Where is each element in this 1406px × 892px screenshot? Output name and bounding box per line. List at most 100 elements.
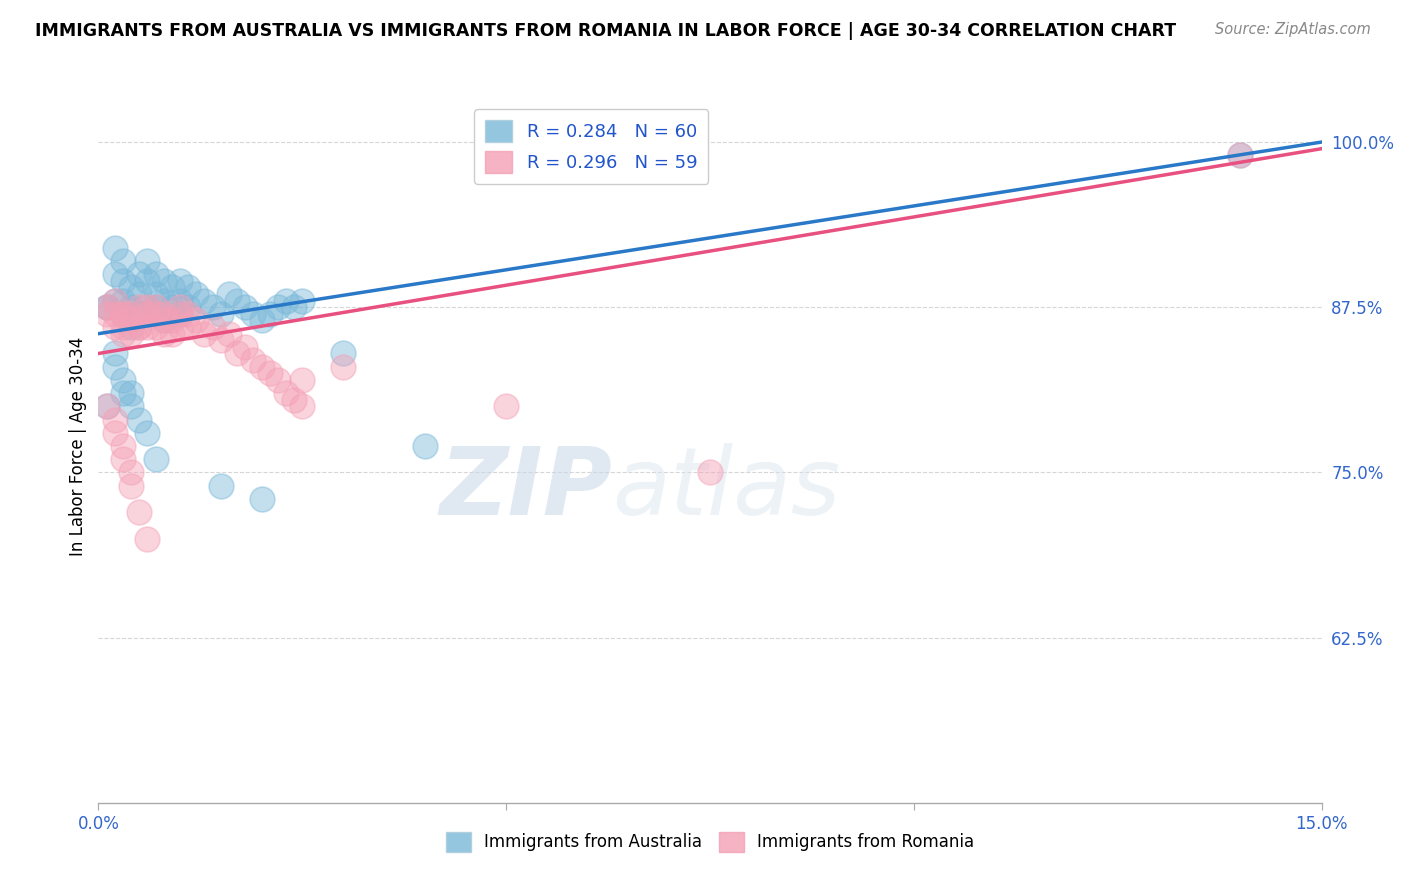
Point (120, 307, 142, 321)
Point (128, 320, 150, 334)
Point (120, 478, 142, 492)
Point (193, 293, 215, 308)
Point (104, 307, 127, 321)
Point (96, 400, 118, 414)
Point (169, 293, 191, 308)
Point (169, 274, 191, 288)
Point (120, 280, 142, 294)
Point (283, 392, 305, 407)
Point (136, 300, 159, 314)
Point (128, 307, 150, 321)
Point (169, 307, 191, 321)
Point (169, 320, 191, 334)
Point (169, 307, 191, 321)
Point (218, 326, 240, 341)
Point (111, 307, 134, 321)
Point (111, 307, 134, 321)
Point (120, 400, 142, 414)
Point (177, 320, 200, 334)
Point (152, 274, 174, 288)
Point (111, 274, 134, 288)
Point (291, 373, 314, 387)
Point (283, 300, 305, 314)
Text: IMMIGRANTS FROM AUSTRALIA VS IMMIGRANTS FROM ROMANIA IN LABOR FORCE | AGE 30-34 : IMMIGRANTS FROM AUSTRALIA VS IMMIGRANTS … (35, 22, 1177, 40)
Point (136, 300, 159, 314)
Point (120, 386, 142, 401)
Point (226, 346, 249, 360)
Point (104, 293, 127, 308)
Point (160, 326, 183, 341)
Point (128, 287, 150, 301)
Point (209, 307, 232, 321)
Point (111, 439, 134, 453)
Point (96, 307, 118, 321)
Point (201, 320, 224, 334)
Point (267, 373, 290, 387)
Point (169, 300, 191, 314)
Point (104, 412, 127, 426)
Point (267, 300, 290, 314)
Point (128, 412, 150, 426)
Point (145, 287, 167, 301)
Point (145, 452, 167, 467)
Point (111, 373, 134, 387)
Point (1229, 148, 1251, 162)
Point (128, 505, 150, 519)
Point (177, 300, 200, 314)
Point (104, 293, 127, 308)
Point (120, 466, 142, 480)
Point (186, 287, 208, 301)
Point (111, 452, 134, 467)
Point (259, 307, 281, 321)
Point (699, 466, 721, 480)
Point (274, 293, 297, 308)
Point (226, 293, 249, 308)
Point (177, 280, 200, 294)
Point (152, 307, 174, 321)
Point (111, 320, 134, 334)
Text: atlas: atlas (612, 443, 841, 534)
Point (259, 367, 281, 381)
Point (111, 293, 134, 308)
Point (96, 300, 118, 314)
Point (145, 320, 167, 334)
Point (136, 307, 159, 321)
Point (128, 320, 150, 334)
Point (152, 313, 174, 327)
Point (120, 313, 142, 327)
Point (177, 307, 200, 321)
Point (160, 313, 183, 327)
Point (250, 491, 273, 506)
Point (332, 359, 354, 374)
Point (145, 307, 167, 321)
Point (136, 532, 159, 546)
Point (136, 425, 159, 440)
Point (104, 359, 127, 374)
Point (104, 267, 127, 281)
Point (160, 280, 183, 294)
Y-axis label: In Labor Force | Age 30-34: In Labor Force | Age 30-34 (69, 336, 87, 556)
Point (209, 333, 232, 347)
Point (495, 400, 517, 414)
Point (120, 320, 142, 334)
Point (111, 386, 134, 401)
Point (104, 241, 127, 255)
Point (136, 254, 159, 268)
Point (201, 300, 224, 314)
Point (96, 300, 118, 314)
Point (96, 400, 118, 414)
Point (186, 313, 208, 327)
Point (96, 300, 118, 314)
Point (332, 346, 354, 360)
Point (152, 326, 174, 341)
Point (128, 267, 150, 281)
Point (145, 300, 167, 314)
Point (193, 326, 215, 341)
Point (111, 254, 134, 268)
Point (291, 400, 314, 414)
Text: ZIP: ZIP (439, 442, 612, 535)
Point (145, 300, 167, 314)
Point (111, 326, 134, 341)
Point (104, 425, 127, 440)
Point (160, 300, 183, 314)
